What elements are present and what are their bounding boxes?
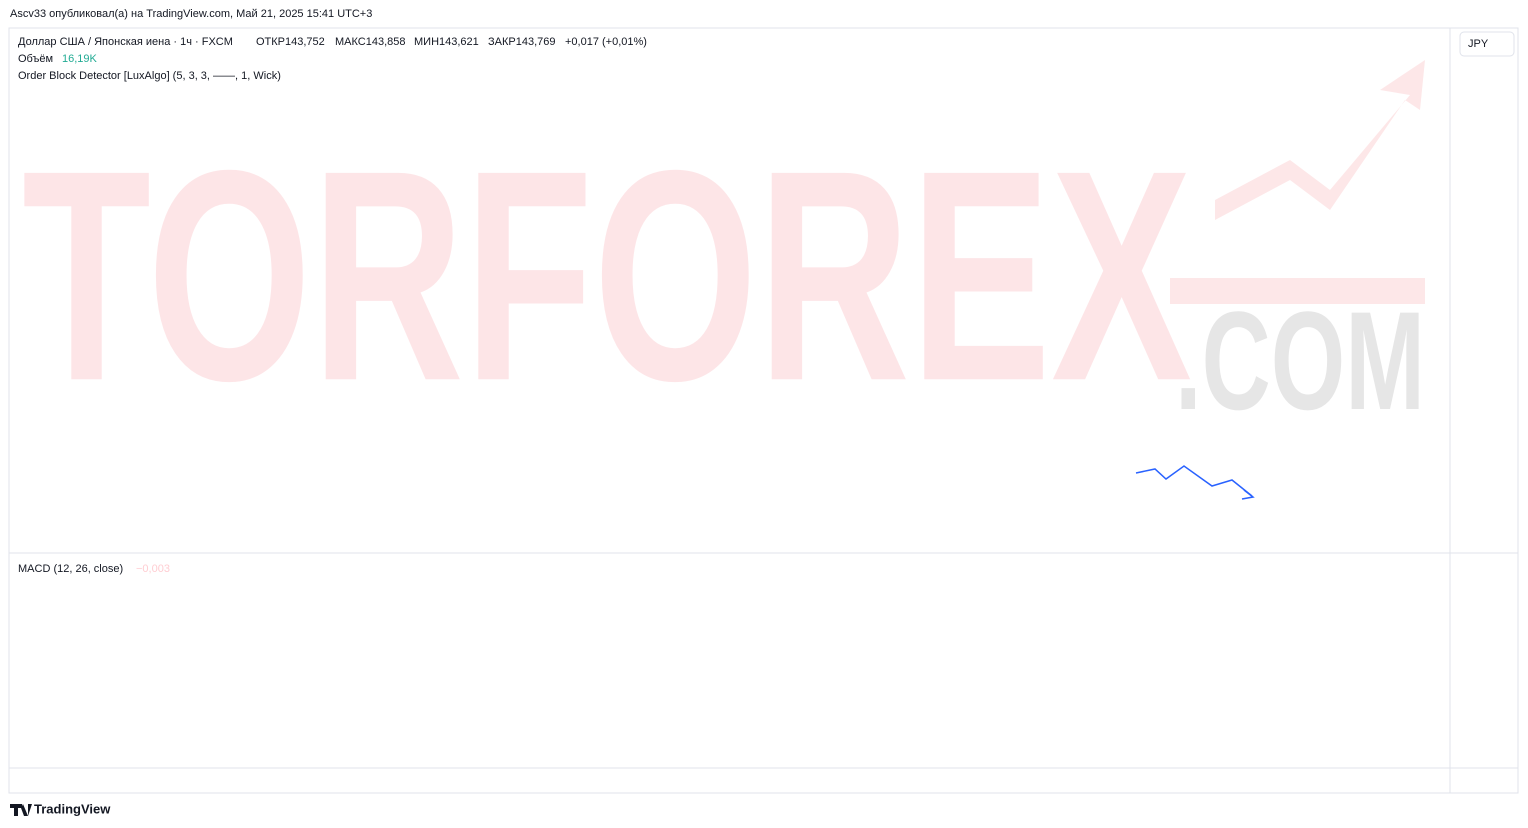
- macd-title: MACD (12, 26, close): [18, 563, 123, 575]
- indicator: Order Block Detector [LuxAlgo] (5, 3, 3,…: [18, 70, 281, 82]
- watermark: TORFOREX .COM: [22, 60, 1425, 443]
- open: ОТКР143,752: [256, 36, 325, 48]
- currency[interactable]: JPY: [1468, 38, 1489, 50]
- watermark-text: .COM: [1175, 282, 1425, 439]
- forecast-arrowhead: [1241, 489, 1255, 500]
- macd-last: −0,003: [136, 563, 170, 575]
- frame: [8, 27, 1519, 794]
- watermark-bar: [1170, 278, 1425, 304]
- brand-logo: [10, 804, 32, 816]
- close: ЗАКР143,769: [488, 36, 556, 48]
- brand: TradingView: [34, 801, 111, 816]
- watermark-arrow: [1215, 60, 1425, 220]
- low: МИН143,621: [414, 36, 479, 48]
- volume-value: 16,19K: [62, 53, 98, 65]
- volume-label: Объём: [18, 53, 53, 65]
- symbol: Доллар США / Японская иена · 1ч · FXCM: [18, 36, 233, 48]
- change: +0,017 (+0,01%): [565, 36, 647, 48]
- forecast-path: [1135, 465, 1253, 497]
- published: Ascv33 опубликовал(а) на TradingView.com…: [10, 8, 372, 20]
- watermark-text: TORFOREX: [22, 107, 1193, 443]
- currency-button[interactable]: [1459, 31, 1515, 57]
- high: МАКС143,858: [335, 36, 406, 48]
